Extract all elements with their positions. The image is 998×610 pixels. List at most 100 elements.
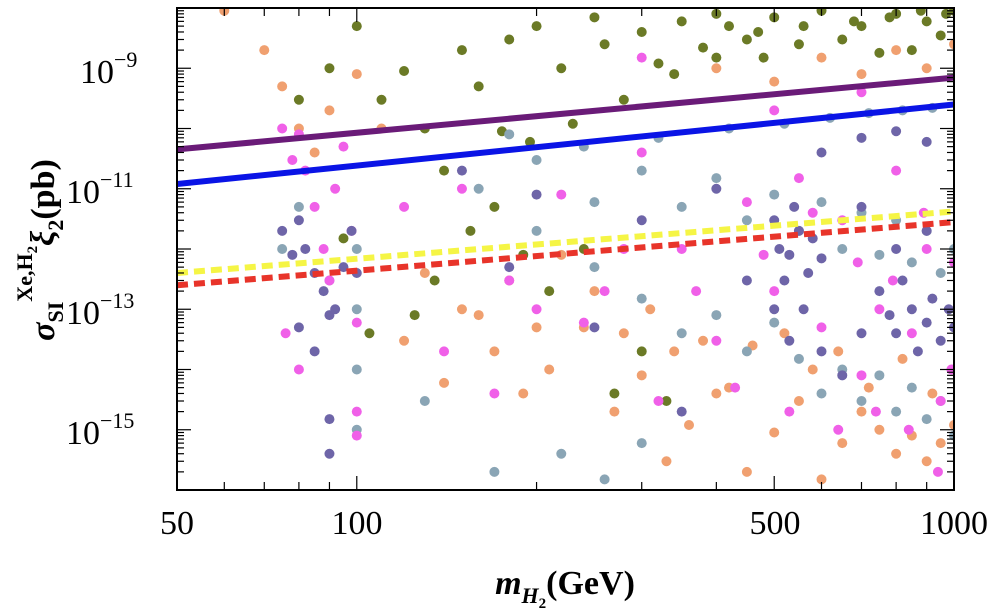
data-point: [816, 197, 827, 208]
data-point: [277, 123, 288, 134]
data-point: [769, 105, 780, 116]
data-point: [711, 335, 722, 346]
data-point: [351, 317, 362, 328]
data-point: [351, 430, 362, 441]
limit-line: [177, 74, 954, 153]
data-point: [711, 183, 722, 194]
data-point: [921, 244, 932, 254]
data-point: [676, 16, 687, 27]
data-point: [906, 304, 917, 315]
data-point: [833, 346, 844, 357]
data-point: [816, 388, 827, 399]
data-point: [921, 317, 932, 328]
data-point: [698, 42, 709, 53]
data-point: [419, 267, 430, 278]
data-point: [524, 136, 535, 147]
data-point: [816, 474, 827, 485]
data-point: [636, 346, 647, 357]
data-point: [277, 225, 288, 236]
data-point: [338, 233, 349, 244]
data-point: [351, 406, 362, 417]
data-point: [351, 364, 362, 375]
data-point: [863, 382, 874, 393]
data-point: [589, 262, 600, 273]
data-point: [589, 12, 600, 23]
data-point: [949, 419, 954, 430]
data-point: [287, 249, 298, 260]
data-point: [338, 141, 349, 152]
data-point: [935, 267, 946, 278]
data-point: [531, 21, 542, 32]
data-point: [504, 34, 515, 45]
data-point: [903, 424, 914, 435]
data-point: [758, 249, 769, 260]
data-point: [856, 396, 867, 407]
data-point: [324, 414, 335, 425]
data-point: [338, 262, 349, 273]
data-point: [318, 286, 329, 297]
data-point: [293, 94, 304, 105]
data-point: [711, 52, 722, 63]
data-point: [935, 335, 946, 346]
data-point: [684, 419, 695, 430]
data-point: [912, 346, 923, 357]
data-point: [456, 304, 467, 315]
data-point: [856, 132, 867, 143]
data-point: [848, 16, 859, 27]
data-point: [921, 414, 932, 425]
data-point: [556, 189, 567, 200]
data-point: [874, 424, 885, 435]
data-point: [856, 201, 867, 212]
data-point: [636, 26, 647, 37]
data-point: [837, 370, 848, 381]
data-point: [803, 267, 814, 278]
data-point: [891, 328, 902, 339]
data-point: [324, 275, 335, 286]
data-point: [816, 147, 827, 158]
data-point: [906, 45, 917, 56]
data-point: [711, 388, 722, 399]
x-tick-label: 50: [160, 505, 194, 542]
data-point: [661, 396, 672, 407]
data-point: [779, 275, 790, 286]
data-point: [793, 173, 804, 184]
data-point: [636, 293, 647, 304]
data-point: [793, 39, 804, 50]
data-point: [769, 76, 780, 87]
data-point: [280, 328, 291, 339]
data-point: [676, 406, 687, 417]
data-point: [589, 322, 600, 333]
data-point: [309, 346, 320, 357]
data-point: [636, 215, 647, 226]
data-point: [504, 275, 515, 286]
data-point: [816, 52, 827, 63]
data-point: [351, 69, 362, 80]
data-point: [906, 328, 917, 339]
data-point: [504, 129, 515, 140]
data-point: [730, 382, 741, 393]
data-point: [884, 12, 895, 23]
data-point: [589, 286, 600, 297]
data-point: [653, 58, 664, 69]
data-point: [887, 275, 898, 286]
data-point: [769, 427, 780, 438]
data-point: [287, 155, 298, 166]
data-point: [874, 249, 885, 260]
data-point: [758, 52, 769, 63]
data-point: [636, 147, 647, 158]
data-point: [793, 353, 804, 364]
data-point: [456, 165, 467, 176]
data-point: [636, 438, 647, 449]
data-point: [489, 346, 500, 357]
data-point: [456, 183, 467, 194]
data-point: [935, 396, 946, 407]
data-point: [429, 275, 440, 286]
data-point: [784, 249, 795, 260]
data-point: [807, 207, 818, 218]
data-point: [669, 346, 680, 357]
data-point: [816, 346, 827, 357]
data-point: [473, 81, 484, 92]
data-point: [653, 396, 664, 407]
data-point: [874, 47, 885, 58]
